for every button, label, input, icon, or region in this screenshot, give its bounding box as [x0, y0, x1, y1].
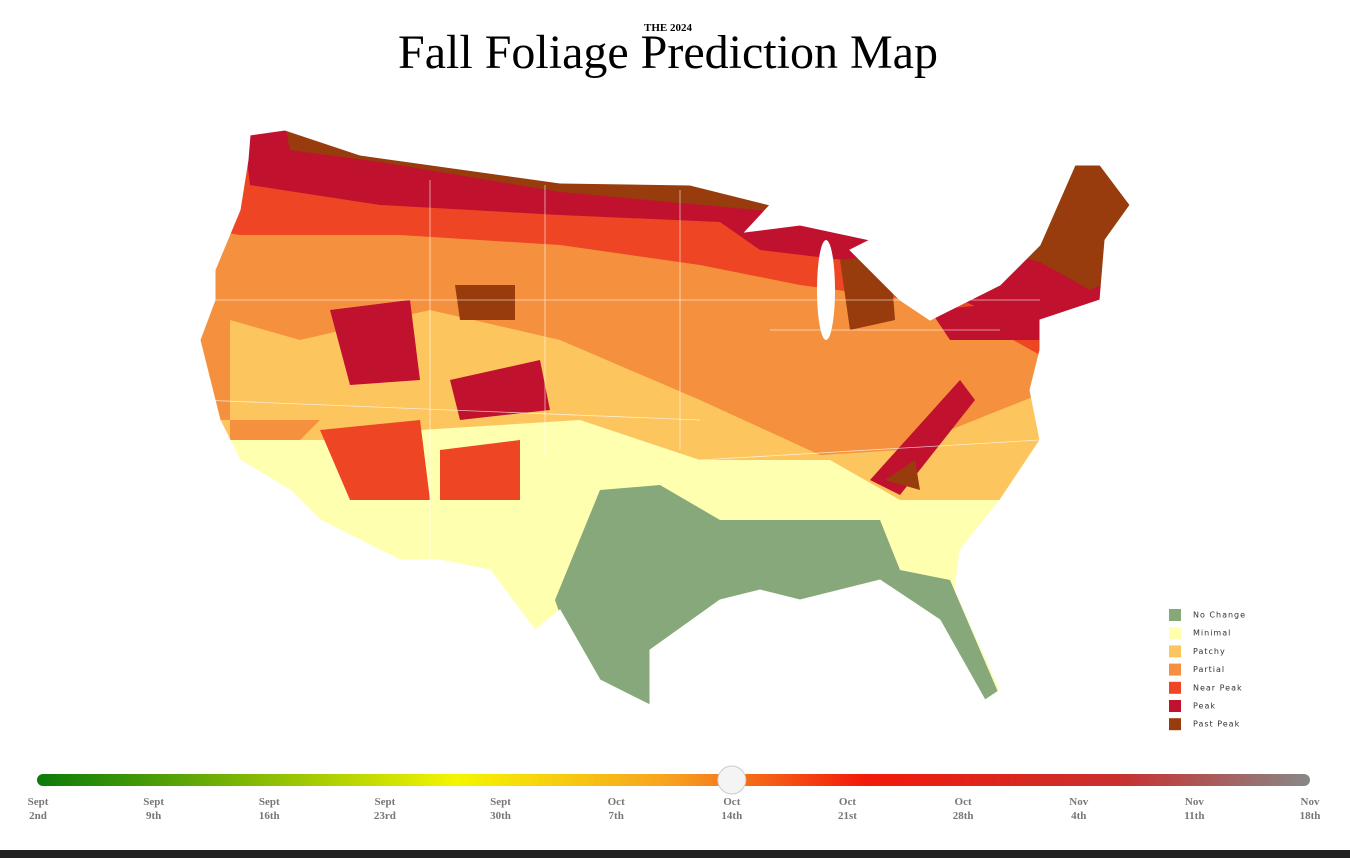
- date-month[interactable]: Nov: [1185, 796, 1204, 808]
- legend-swatch: [1169, 718, 1181, 731]
- foliage-region: [330, 300, 420, 385]
- legend-swatch: [1169, 645, 1181, 658]
- date-month[interactable]: Sept: [143, 796, 164, 808]
- kicker: THE 2024: [644, 22, 692, 34]
- date-month[interactable]: Sept: [28, 796, 49, 808]
- legend-label: Partial: [1193, 665, 1225, 674]
- foliage-region: [885, 460, 920, 490]
- date-month[interactable]: Oct: [608, 796, 625, 808]
- date-month[interactable]: Oct: [839, 796, 856, 808]
- foliage-region: [440, 440, 520, 500]
- legend-swatch: [1169, 663, 1181, 676]
- legend-label: Past Peak: [1193, 720, 1240, 729]
- lake: [817, 240, 835, 340]
- date-day[interactable]: 28th: [953, 810, 974, 822]
- date-month[interactable]: Oct: [723, 796, 740, 808]
- date-month[interactable]: Sept: [375, 796, 396, 808]
- legend-swatch: [1169, 700, 1181, 712]
- date-day[interactable]: 30th: [490, 810, 511, 822]
- foliage-region: [450, 360, 550, 420]
- legend-swatch: [1169, 609, 1181, 621]
- date-day[interactable]: 16th: [259, 810, 280, 822]
- legend-swatch: [1169, 681, 1181, 694]
- foliage-region: [870, 380, 975, 495]
- date-day[interactable]: 2nd: [29, 810, 47, 822]
- date-month[interactable]: Sept: [259, 796, 280, 808]
- date-month[interactable]: Oct: [955, 796, 972, 808]
- legend-label: Minimal: [1193, 629, 1231, 638]
- timeline-thumb[interactable]: [717, 765, 747, 795]
- foliage-region: [455, 285, 515, 320]
- date-day[interactable]: 9th: [146, 810, 161, 822]
- date-day[interactable]: 11th: [1184, 810, 1204, 822]
- date-month[interactable]: Sept: [490, 796, 511, 808]
- date-day[interactable]: 21st: [838, 810, 857, 822]
- state-line: [200, 399, 701, 421]
- date-day[interactable]: 14th: [721, 810, 742, 822]
- legend-swatch: [1169, 627, 1181, 640]
- timeline-track[interactable]: [37, 774, 1310, 786]
- foliage-region: [930, 300, 1040, 340]
- date-day[interactable]: 23rd: [374, 810, 396, 822]
- date-day[interactable]: 18th: [1300, 810, 1321, 822]
- taskbar: [0, 850, 1350, 858]
- state-line: [699, 439, 1041, 461]
- date-month[interactable]: Nov: [1069, 796, 1088, 808]
- legend-label: Near Peak: [1193, 683, 1243, 692]
- legend-label: Peak: [1193, 702, 1216, 711]
- date-day[interactable]: 4th: [1071, 810, 1086, 822]
- date-day[interactable]: 7th: [609, 810, 624, 822]
- date-month[interactable]: Nov: [1301, 796, 1320, 808]
- foliage-region: [320, 420, 430, 500]
- legend-label: No Change: [1193, 611, 1246, 620]
- title: Fall Foliage Prediction Map: [398, 26, 938, 79]
- legend-label: Patchy: [1193, 647, 1226, 656]
